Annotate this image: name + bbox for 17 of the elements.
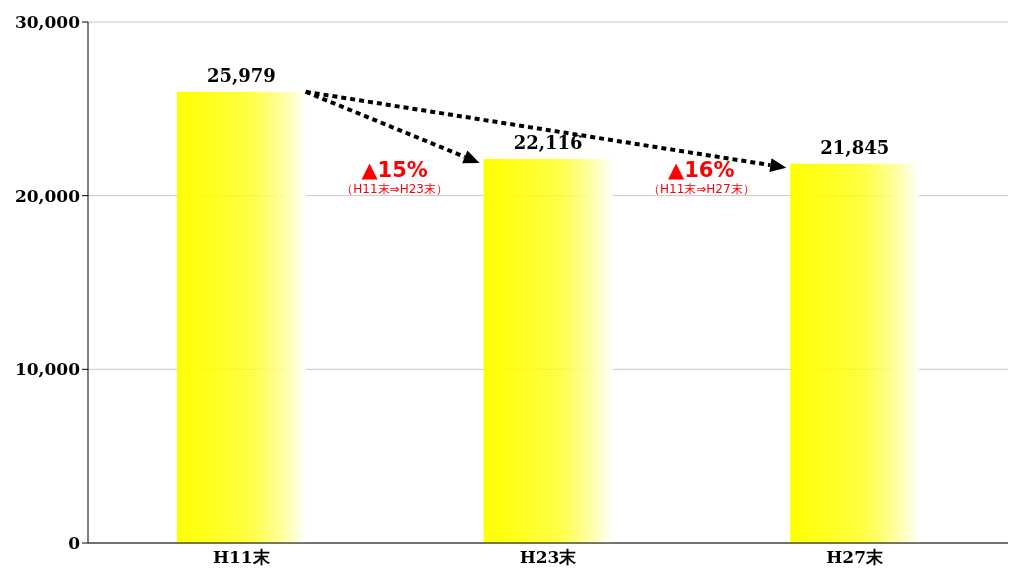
bar <box>790 163 920 543</box>
x-tick-label: H11末 <box>212 547 271 568</box>
data-label: 22,116 <box>513 131 583 153</box>
data-label: 21,845 <box>820 136 890 158</box>
y-tick-label: 30,000 <box>14 12 81 33</box>
y-tick-label: 10,000 <box>14 359 81 380</box>
bar <box>483 158 613 543</box>
annotation: ▲15% <box>360 157 429 182</box>
annotation: （H11末⇒H23末） <box>340 181 449 197</box>
x-tick-label: H23末 <box>519 547 578 568</box>
annotation: ▲16% <box>667 157 736 182</box>
data-label: 25,979 <box>206 64 276 86</box>
y-tick-label: 0 <box>68 533 81 554</box>
annotation: （H11末⇒H27末） <box>647 181 756 197</box>
x-tick-label: H27末 <box>826 547 885 568</box>
bar <box>176 91 306 543</box>
y-tick-label: 20,000 <box>14 185 81 206</box>
